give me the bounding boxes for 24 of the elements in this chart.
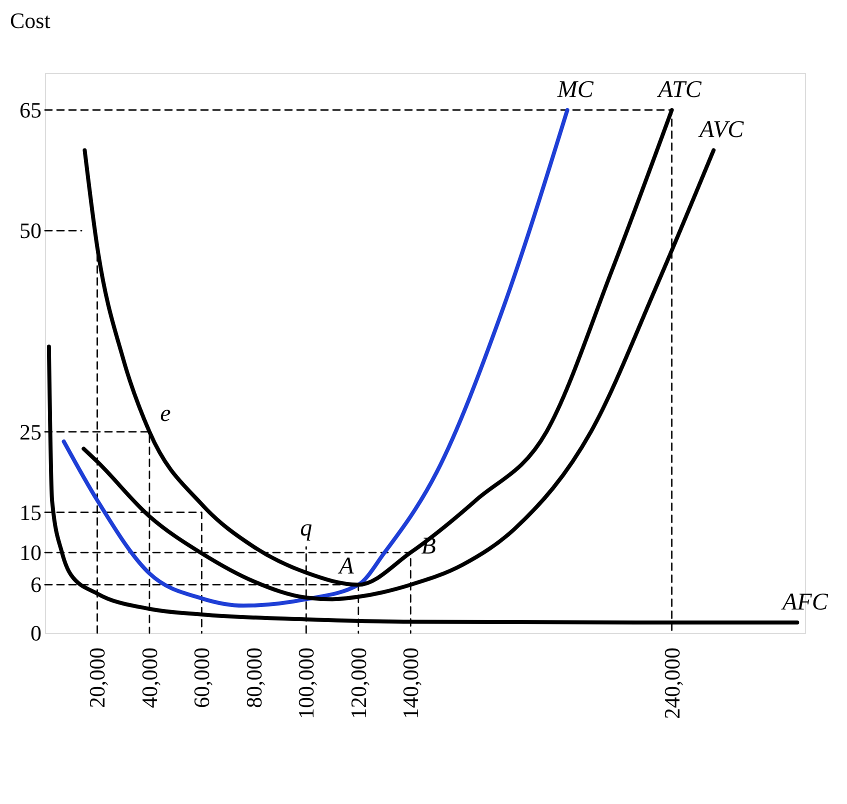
annotation: A: [337, 554, 354, 580]
series-label: MC: [556, 77, 594, 104]
y-tick-label: 65: [20, 98, 42, 123]
y-tick-label: 10: [20, 540, 42, 566]
x-tick-label: 80,000: [241, 648, 266, 708]
x-tick-label: 60,000: [189, 648, 214, 708]
x-tick-label: 100,000: [294, 648, 319, 719]
x-tick-label: 40,000: [136, 648, 162, 708]
series-label: AFC: [780, 590, 829, 616]
series-label: ATC: [656, 77, 702, 104]
x-tick-label: 20,000: [84, 648, 110, 708]
series-label: AVC: [698, 117, 745, 144]
y-tick-label: 50: [20, 218, 42, 244]
y-tick-label: 15: [20, 500, 42, 525]
x-tick-label: 140,000: [398, 648, 424, 719]
x-tick-label: 120,000: [346, 648, 371, 719]
y-tick-label: 6: [30, 572, 42, 598]
y-tick-label: 25: [20, 419, 42, 444]
annotation: q: [300, 516, 312, 542]
x-tick-label: 240,000: [659, 648, 684, 719]
y-tick-label: 0: [30, 620, 42, 646]
y-axis-title: Cost: [10, 8, 50, 33]
annotation: e: [160, 400, 172, 427]
line-series: [62, 108, 570, 608]
